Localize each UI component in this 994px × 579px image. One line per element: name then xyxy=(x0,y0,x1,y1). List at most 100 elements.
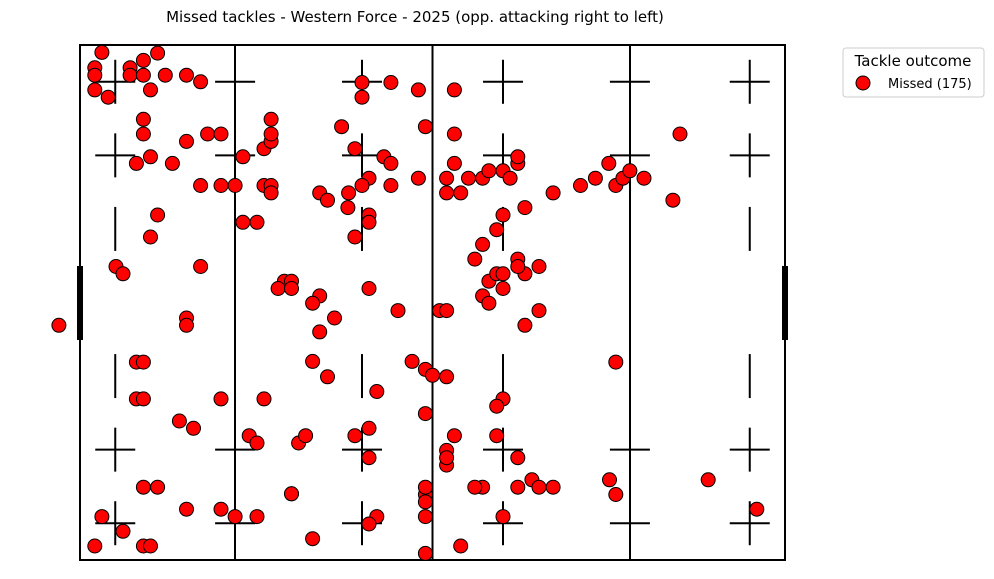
data-point xyxy=(481,163,497,179)
data-point xyxy=(87,538,103,554)
data-point xyxy=(383,178,399,193)
data-point xyxy=(263,185,279,201)
data-point xyxy=(200,126,216,142)
data-point xyxy=(489,398,505,414)
data-point xyxy=(135,111,151,127)
data-point xyxy=(531,303,547,319)
data-point xyxy=(227,509,243,525)
data-point xyxy=(143,82,158,98)
data-point xyxy=(193,178,209,193)
data-point xyxy=(383,155,399,171)
data-point xyxy=(510,259,526,274)
data-point xyxy=(417,545,433,561)
data-point xyxy=(602,472,617,488)
data-point xyxy=(150,207,166,223)
data-point xyxy=(305,531,321,547)
data-point xyxy=(517,317,533,333)
data-point xyxy=(213,178,229,193)
data-point xyxy=(87,67,103,83)
data-point xyxy=(94,44,110,60)
data-point xyxy=(361,450,377,466)
data-point xyxy=(354,178,370,193)
data-point xyxy=(235,214,251,230)
data-point xyxy=(369,384,385,399)
data-point xyxy=(404,353,420,369)
data-point xyxy=(453,538,469,554)
data-point xyxy=(51,317,67,333)
data-point xyxy=(489,428,505,444)
data-point xyxy=(510,149,526,165)
data-point xyxy=(340,200,356,216)
data-point xyxy=(361,516,377,532)
data-point xyxy=(298,428,314,444)
data-point xyxy=(361,420,377,436)
data-point xyxy=(467,479,483,495)
data-point xyxy=(495,281,511,296)
data-point xyxy=(361,281,377,296)
rugby-pitch xyxy=(77,44,788,561)
data-point xyxy=(347,229,363,245)
data-point xyxy=(700,472,716,488)
data-point xyxy=(213,126,229,142)
data-point xyxy=(446,126,462,142)
legend-box xyxy=(842,47,985,98)
data-point xyxy=(164,155,180,171)
data-point xyxy=(186,420,201,436)
data-point xyxy=(347,141,363,157)
data-point xyxy=(341,185,357,201)
data-point xyxy=(749,501,765,517)
data-point xyxy=(467,251,483,267)
data-point xyxy=(256,391,272,407)
data-point xyxy=(135,391,151,407)
data-point xyxy=(622,163,638,179)
data-point xyxy=(489,222,505,238)
legend-marker xyxy=(855,75,871,91)
data-point xyxy=(545,479,561,495)
data-point xyxy=(305,353,321,369)
data-points xyxy=(51,44,765,561)
data-point xyxy=(334,119,350,135)
data-point xyxy=(481,295,497,311)
data-point xyxy=(135,479,151,495)
data-point xyxy=(587,170,603,186)
data-point xyxy=(446,82,462,98)
data-point xyxy=(608,487,624,502)
data-point xyxy=(249,435,265,451)
data-point xyxy=(135,52,151,68)
data-point xyxy=(417,406,433,422)
data-point xyxy=(502,170,518,186)
data-point xyxy=(143,149,158,165)
data-point xyxy=(263,111,279,127)
data-point xyxy=(390,303,406,319)
data-point xyxy=(439,185,455,201)
data-point xyxy=(150,479,166,495)
data-point xyxy=(263,126,279,142)
data-point xyxy=(320,369,335,385)
chart-title: Missed tackles - Western Force - 2025 (o… xyxy=(166,8,664,26)
data-point xyxy=(249,509,265,525)
data-point xyxy=(284,281,299,296)
data-point xyxy=(531,479,547,495)
data-point xyxy=(439,170,455,186)
legend-title: Tackle outcome xyxy=(854,52,972,70)
data-point xyxy=(193,259,209,274)
data-point xyxy=(417,479,433,495)
data-point xyxy=(327,310,342,326)
data-point xyxy=(347,428,363,444)
legend: Tackle outcome Missed (175) xyxy=(842,47,985,98)
data-point xyxy=(495,266,511,282)
data-point xyxy=(461,170,476,186)
data-point xyxy=(517,200,533,216)
data-point xyxy=(235,149,251,165)
data-point xyxy=(135,354,151,370)
data-point xyxy=(249,214,265,230)
data-point xyxy=(312,324,328,340)
data-point xyxy=(410,170,426,186)
data-point xyxy=(143,538,158,554)
data-point xyxy=(94,509,110,525)
data-point xyxy=(143,229,158,245)
data-point xyxy=(446,155,462,171)
data-point xyxy=(665,192,681,208)
data-point xyxy=(179,67,194,83)
data-point xyxy=(446,428,462,444)
